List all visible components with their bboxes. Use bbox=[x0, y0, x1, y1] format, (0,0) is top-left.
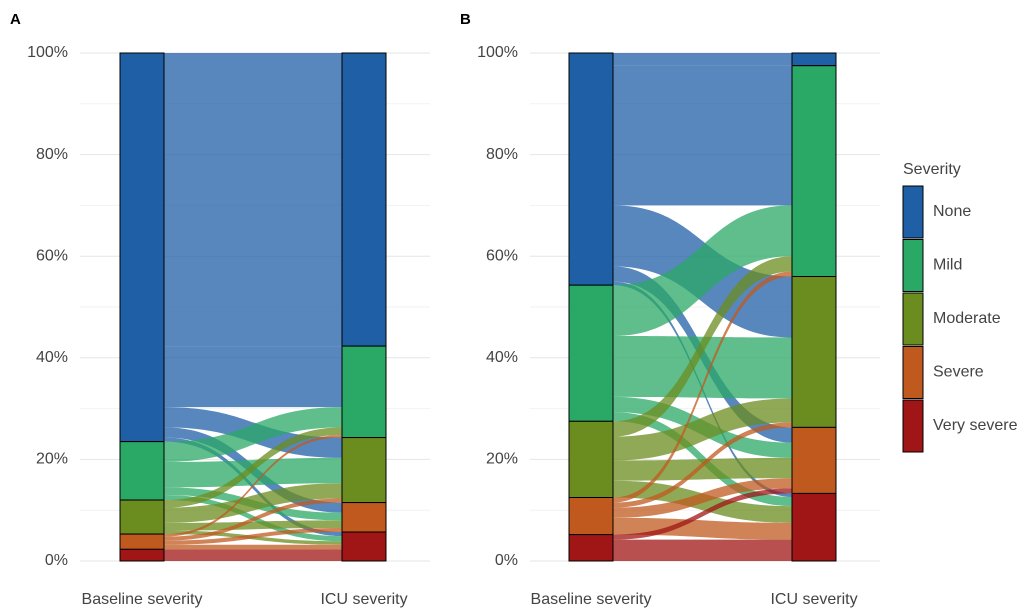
y-tick-label: 40% bbox=[36, 349, 68, 366]
legend-key bbox=[902, 346, 924, 399]
x-tick-label: ICU severity bbox=[770, 591, 857, 608]
legend-label: Mild bbox=[933, 257, 962, 274]
stratum-bar bbox=[791, 276, 837, 428]
legend-label: Moderate bbox=[933, 310, 1001, 327]
flow-ribbon bbox=[613, 539, 792, 561]
legend-label: Severe bbox=[933, 364, 984, 381]
y-tick-label: 60% bbox=[486, 247, 518, 264]
panel-label: A bbox=[10, 11, 21, 28]
legend-label: Very severe bbox=[933, 417, 1018, 434]
stratum-bar bbox=[568, 420, 614, 498]
flow-ribbon bbox=[164, 435, 342, 537]
stratum-bar bbox=[119, 499, 165, 535]
stratum-bar bbox=[341, 502, 387, 533]
flow-ribbon bbox=[164, 549, 342, 561]
stratum-bar bbox=[568, 284, 614, 422]
flow-ribbon bbox=[613, 256, 792, 437]
stratum-bar bbox=[341, 531, 387, 562]
flow-ribbon bbox=[164, 346, 342, 408]
y-tick-label: 20% bbox=[486, 451, 518, 468]
y-tick-label: 0% bbox=[495, 552, 518, 569]
flow-ribbon bbox=[613, 478, 792, 518]
y-tick-label: 80% bbox=[486, 146, 518, 163]
y-tick-label: 40% bbox=[486, 349, 518, 366]
flow-ribbon bbox=[164, 520, 342, 531]
legend-key bbox=[902, 185, 924, 239]
flow-ribbon bbox=[164, 544, 342, 550]
flow-ribbon bbox=[164, 498, 342, 541]
flow-ribbon bbox=[613, 422, 792, 508]
legend-label: None bbox=[933, 203, 971, 220]
flow-ribbon bbox=[613, 398, 792, 461]
legend-key bbox=[902, 292, 924, 346]
flow-ribbon bbox=[613, 205, 792, 336]
stratum-bar bbox=[119, 441, 165, 501]
flow-ribbon bbox=[164, 53, 342, 347]
x-tick-label: Baseline severity bbox=[531, 591, 652, 608]
flow-ribbon bbox=[613, 457, 792, 481]
stratum-bar bbox=[341, 437, 387, 504]
flow-ribbon bbox=[613, 53, 792, 66]
y-tick-label: 20% bbox=[36, 451, 68, 468]
legend-key bbox=[902, 399, 924, 453]
legend-title: Severity bbox=[903, 161, 961, 178]
stratum-bar bbox=[568, 497, 614, 536]
stratum-bar bbox=[119, 52, 165, 443]
panel-label: B bbox=[460, 11, 471, 28]
y-tick-label: 100% bbox=[477, 44, 518, 61]
stratum-bar bbox=[791, 65, 837, 278]
y-tick-label: 100% bbox=[27, 44, 68, 61]
flow-ribbon bbox=[613, 271, 792, 503]
stratum-bar bbox=[568, 534, 614, 562]
stratum-bar bbox=[341, 52, 387, 347]
legend-key bbox=[902, 239, 924, 292]
stratum-bar bbox=[119, 533, 165, 550]
flow-ribbon bbox=[164, 407, 342, 462]
stratum-bar bbox=[119, 548, 165, 562]
y-tick-label: 60% bbox=[36, 247, 68, 264]
x-tick-label: ICU severity bbox=[320, 591, 407, 608]
x-tick-label: Baseline severity bbox=[82, 591, 203, 608]
flow-ribbon bbox=[613, 488, 792, 540]
stratum-bar bbox=[791, 426, 837, 494]
flow-ribbon bbox=[164, 457, 342, 488]
flow-ribbon bbox=[164, 483, 342, 523]
y-tick-label: 80% bbox=[36, 146, 68, 163]
stratum-bar bbox=[791, 492, 837, 562]
stratum-bar bbox=[568, 52, 614, 286]
stratum-bar bbox=[341, 345, 387, 439]
flow-ribbon bbox=[613, 335, 792, 399]
flow-ribbon bbox=[164, 527, 342, 545]
y-tick-label: 0% bbox=[45, 552, 68, 569]
flow-ribbon bbox=[613, 65, 792, 206]
flow-ribbon bbox=[164, 427, 342, 508]
stratum-bar bbox=[791, 52, 837, 67]
